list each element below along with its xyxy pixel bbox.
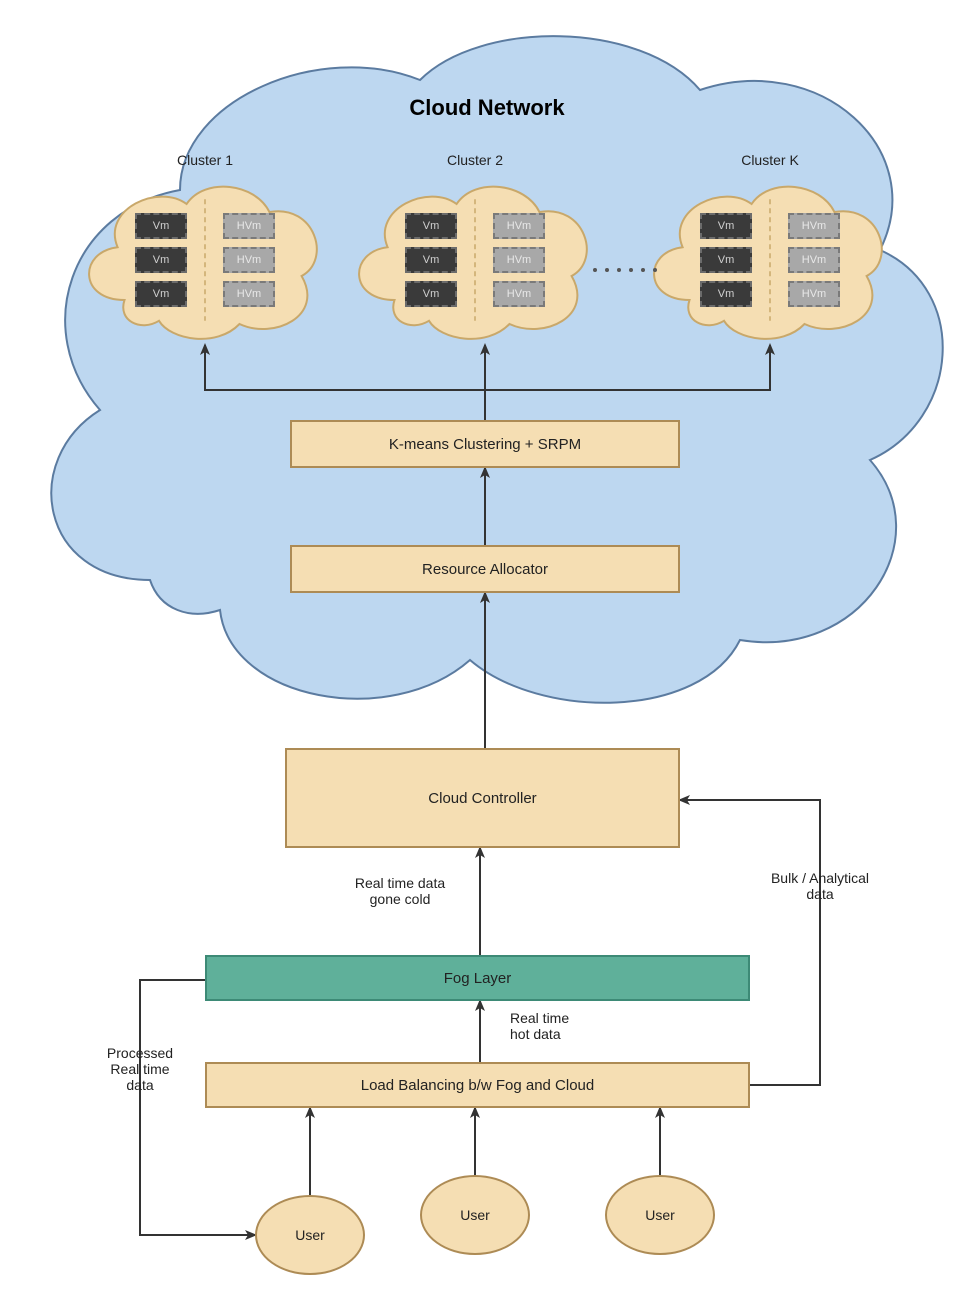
vm-box: Vm: [405, 281, 457, 307]
big-cloud-shape: [0, 0, 974, 1310]
ellipsis-dot: [629, 268, 633, 272]
hvm-box: HVm: [788, 247, 840, 273]
ellipsis-dot: [641, 268, 645, 272]
resource-allocator-box: Resource Allocator: [290, 545, 680, 593]
arrow-kmeans-to-c1: [205, 345, 485, 420]
load-balancing-label: Load Balancing b/w Fog and Cloud: [361, 1077, 595, 1094]
vm-box: Vm: [700, 213, 752, 239]
ellipsis-dot: [653, 268, 657, 272]
edge-label-cold: Real time data gone cold: [320, 875, 480, 907]
edge-label-hot: Real time hot data: [510, 1010, 630, 1042]
cluster-cloud-3: [654, 187, 882, 339]
hvm-box: HVm: [223, 213, 275, 239]
arrow-kmeans-to-c3: [485, 345, 770, 420]
user-node-2: User: [420, 1175, 530, 1255]
fog-layer-box: Fog Layer: [205, 955, 750, 1001]
arrow-lb-to-cc-bulk: [680, 800, 820, 1085]
cluster-label-2: Cluster 2: [415, 152, 535, 168]
cluster-label-1: Cluster 1: [145, 152, 265, 168]
user-node-3: User: [605, 1175, 715, 1255]
edge-label-processed: Processed Real time data: [60, 1045, 220, 1093]
cluster-cloud-2: [359, 187, 587, 339]
vm-box: Vm: [405, 247, 457, 273]
hvm-box: HVm: [493, 213, 545, 239]
cloud-controller-label: Cloud Controller: [428, 790, 536, 807]
cloud-controller-box: Cloud Controller: [285, 748, 680, 848]
diagram-canvas: Cloud Network Cluster 1 Cluster 2 Cluster …: [0, 0, 974, 1310]
cloud-title: Cloud Network: [0, 95, 974, 121]
vm-box: Vm: [135, 247, 187, 273]
user-node-1: User: [255, 1195, 365, 1275]
cloud-outline: [51, 36, 942, 703]
resource-allocator-label: Resource Allocator: [422, 561, 548, 578]
ellipsis-dot: [605, 268, 609, 272]
hvm-box: HVm: [223, 247, 275, 273]
fog-layer-label: Fog Layer: [444, 970, 512, 987]
vm-box: Vm: [700, 247, 752, 273]
ellipsis-dot: [593, 268, 597, 272]
hvm-box: HVm: [493, 281, 545, 307]
hvm-box: HVm: [493, 247, 545, 273]
cluster-cloud-1: [89, 187, 317, 339]
load-balancing-box: Load Balancing b/w Fog and Cloud: [205, 1062, 750, 1108]
kmeans-label: K-means Clustering + SRPM: [389, 436, 581, 453]
vm-box: Vm: [405, 213, 457, 239]
ellipsis-dot: [617, 268, 621, 272]
vm-box: Vm: [135, 281, 187, 307]
vm-box: Vm: [135, 213, 187, 239]
edge-label-bulk: Bulk / Analytical data: [740, 870, 900, 902]
hvm-box: HVm: [788, 213, 840, 239]
hvm-box: HVm: [223, 281, 275, 307]
kmeans-box: K-means Clustering + SRPM: [290, 420, 680, 468]
vm-box: Vm: [700, 281, 752, 307]
hvm-box: HVm: [788, 281, 840, 307]
cluster-label-3: Cluster K: [710, 152, 830, 168]
